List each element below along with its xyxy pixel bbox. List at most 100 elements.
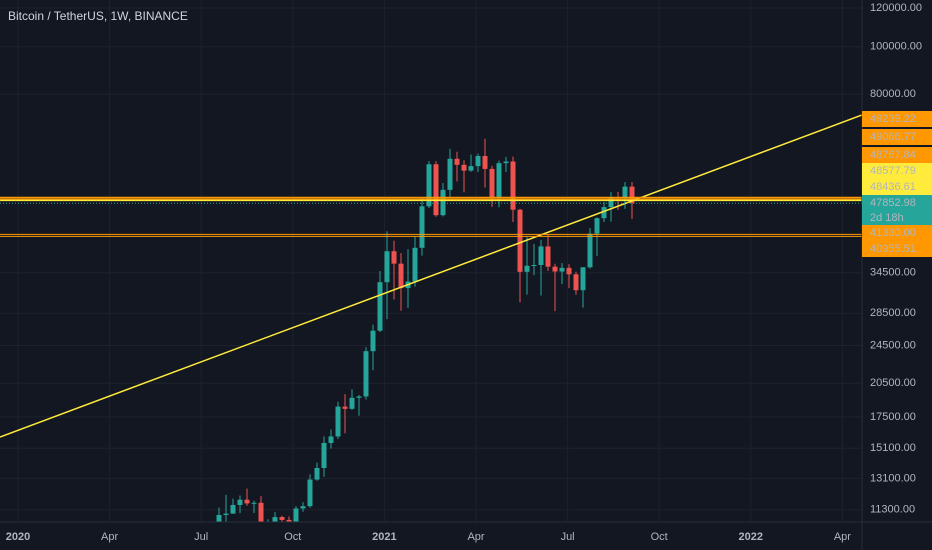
candle-body (258, 502, 264, 522)
candle-body (363, 351, 369, 397)
x-tick-label: Jul (561, 531, 575, 543)
candle-body (538, 246, 544, 266)
candle-body (307, 479, 313, 507)
candle-body (566, 267, 572, 275)
candle-body (266, 527, 271, 530)
y-tick-label: 80000.00 (870, 88, 916, 100)
price-label-box (862, 147, 932, 163)
y-tick-label: 28500.00 (870, 307, 916, 319)
y-tick-label: 100000.00 (870, 41, 922, 53)
price-label-box (862, 179, 932, 195)
price-label: 48436.61 (870, 181, 916, 193)
countdown-label: 2d 18h (870, 212, 904, 224)
candle-body (580, 267, 586, 291)
price-label: 48767.84 (870, 149, 916, 161)
price-label: 49239.22 (870, 113, 916, 125)
candle-body (461, 164, 467, 171)
x-tick-label: Apr (834, 531, 851, 543)
candle-body (300, 506, 306, 509)
price-label-box (862, 225, 932, 241)
x-tick-label: 2022 (739, 531, 763, 543)
candle-body (433, 164, 439, 216)
candle-body (601, 207, 607, 219)
candle-body (489, 168, 495, 199)
candle-body (545, 246, 551, 267)
candle-body (216, 514, 222, 522)
trend-line (0, 114, 862, 438)
candle-body (335, 406, 341, 437)
y-tick-label: 17500.00 (870, 411, 916, 423)
candle-body (293, 508, 299, 522)
candle-body (496, 163, 502, 199)
y-tick-label: 34500.00 (870, 267, 916, 279)
candle-body (377, 282, 383, 331)
candle-body (328, 436, 334, 443)
x-tick-label: Jul (194, 531, 208, 543)
candle-body (272, 517, 278, 522)
candle-body (510, 161, 516, 210)
candle-body (559, 267, 565, 272)
y-tick-label: 24500.00 (870, 339, 916, 351)
x-tick-label: Apr (101, 531, 118, 543)
price-label-box (862, 195, 932, 227)
candle-body (531, 265, 537, 267)
candle-body (398, 263, 404, 289)
candle-body (587, 233, 593, 268)
candle-body (279, 517, 285, 520)
grid (0, 0, 862, 522)
x-tick-label: Oct (284, 531, 301, 543)
candle-body (230, 504, 236, 514)
candle-body (370, 330, 376, 352)
price-label-box (862, 111, 932, 127)
x-tick-label: 2020 (6, 531, 30, 543)
candle-body (552, 266, 558, 272)
candle-body (349, 397, 355, 409)
x-tick-label: Oct (651, 531, 668, 543)
candle-body (468, 166, 474, 171)
candle-body (251, 502, 257, 504)
y-tick-label: 11300.00 (870, 504, 915, 516)
candle-body (447, 158, 453, 190)
chart-title: Bitcoin / TetherUS, 1W, BINANCE (8, 9, 188, 23)
price-lines (0, 196, 862, 237)
price-label: 40955.51 (870, 243, 916, 255)
y-tick-label: 13100.00 (870, 472, 916, 484)
candle-body (286, 519, 292, 522)
candle-body (356, 396, 362, 398)
price-label: 41330.00 (870, 227, 916, 239)
candle-body (594, 218, 600, 234)
y-tick-label: 15100.00 (870, 442, 916, 454)
y-tick-label: 120000.00 (870, 2, 922, 14)
candle-body (426, 164, 432, 207)
candle-body (321, 442, 327, 468)
price-label: 49066.77 (870, 131, 916, 143)
candle-body (517, 209, 523, 272)
candles (216, 138, 635, 530)
axis: 120000.00 100000.00 80000.00 34500.00 28500.… (6, 2, 932, 543)
price-label-box (862, 241, 932, 257)
candle-body (622, 186, 628, 199)
price-label-box (862, 163, 932, 179)
candle-body (419, 206, 425, 248)
candle-body (475, 156, 481, 167)
candle-body (503, 161, 509, 164)
price-label: 48577.79 (870, 165, 916, 177)
candle-body (454, 158, 460, 165)
candle-body (237, 499, 243, 505)
y-tick-label: 20500.00 (870, 377, 916, 389)
candle-body (608, 197, 614, 208)
candle-body (244, 499, 250, 504)
x-tick-label: 2021 (372, 531, 396, 543)
candle-body (342, 406, 348, 409)
price-label: 47852.98 (870, 197, 916, 209)
candle-body (629, 186, 635, 204)
price-label-box (862, 129, 932, 145)
candle-body (314, 467, 320, 480)
candle-body (412, 247, 418, 282)
candle-body (524, 265, 530, 272)
candle-body (440, 189, 446, 216)
candle-body (223, 513, 229, 515)
x-tick-label: Apr (467, 531, 484, 543)
candle-body (391, 251, 397, 264)
